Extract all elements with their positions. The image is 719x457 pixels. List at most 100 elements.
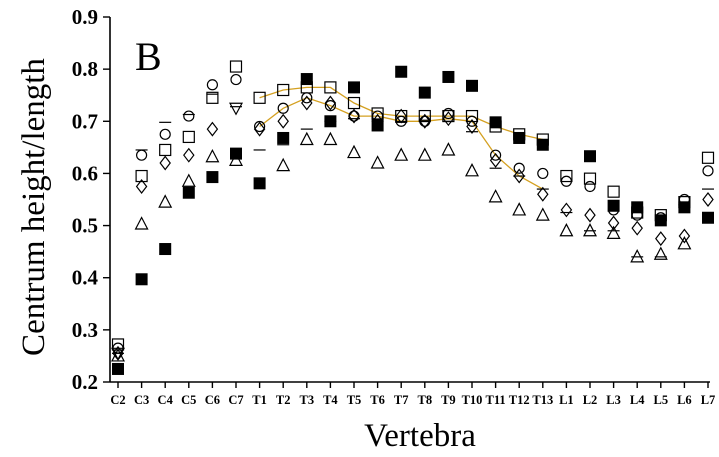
point-triangle xyxy=(630,249,645,263)
x-tick-label: T5 xyxy=(347,393,362,407)
y-tick-label: 0.8 xyxy=(72,57,98,81)
point-diamond xyxy=(159,155,171,171)
point-diamond xyxy=(702,192,714,207)
point-square-open xyxy=(206,91,219,104)
x-tick-label: T13 xyxy=(532,393,553,407)
point-square-filled xyxy=(489,116,502,129)
point-square-open xyxy=(654,209,667,222)
point-diamond xyxy=(183,147,195,163)
point-square-open xyxy=(536,133,549,146)
point-triangle xyxy=(181,173,196,187)
point-circle xyxy=(702,165,714,177)
point-diamond xyxy=(513,168,525,184)
x-tick-label: T4 xyxy=(323,393,338,407)
x-tick-label: C4 xyxy=(158,393,174,407)
point-square-filled xyxy=(159,243,172,256)
point-square-open xyxy=(583,172,597,185)
point-triangle xyxy=(583,222,597,237)
point-triangle xyxy=(299,131,314,146)
y-tick-label: 0.5 xyxy=(72,214,98,238)
point-circle xyxy=(537,167,549,180)
point-square-open xyxy=(324,81,337,94)
point-square-filled xyxy=(348,81,360,94)
point-square-filled xyxy=(418,86,431,99)
point-square-open xyxy=(182,130,195,144)
point-square-open xyxy=(253,91,266,104)
point-circle xyxy=(513,162,525,174)
point-circle xyxy=(631,209,643,221)
y-axis-title: Centrum height/length xyxy=(16,58,52,356)
x-axis-title: Vertebra xyxy=(364,418,476,454)
point-diamond xyxy=(206,121,219,137)
point-square-open xyxy=(701,151,715,164)
x-ticks: C2 C3 C4 C5 C6 C7 T1 T2 T3 T4 T5 T6 T7 T8 T9 T10 T11 T12 T… xyxy=(110,382,715,407)
x-tick-label: T1 xyxy=(252,393,267,407)
point-square-filled xyxy=(395,65,408,78)
point-inverted-triangle xyxy=(110,347,126,361)
point-square-open xyxy=(418,109,431,123)
point-square-open xyxy=(229,60,243,73)
point-diamond xyxy=(253,121,266,137)
point-square-open xyxy=(465,109,479,123)
x-tick-label: L1 xyxy=(559,393,574,407)
point-diamond xyxy=(348,108,360,124)
point-square-filled xyxy=(253,177,266,190)
point-circle xyxy=(584,180,596,193)
point-square-filled xyxy=(584,150,596,163)
point-circle xyxy=(466,115,478,127)
point-triangle xyxy=(205,148,220,163)
point-triangle xyxy=(276,157,291,172)
point-diamond xyxy=(324,95,337,111)
point-diamond xyxy=(301,95,313,111)
point-circle xyxy=(301,92,313,104)
point-triangle xyxy=(394,147,409,161)
x-tick-label: L2 xyxy=(583,393,598,407)
y-tick-label: 0.3 xyxy=(72,318,98,342)
point-diamond xyxy=(537,186,549,202)
point-triangle xyxy=(370,155,385,169)
point-triangle xyxy=(134,216,149,230)
x-tick-label: T11 xyxy=(486,393,506,407)
point-square-open xyxy=(159,143,172,157)
point-diamond xyxy=(277,113,289,129)
point-circle xyxy=(159,128,171,140)
x-tick-label: T6 xyxy=(370,393,385,407)
point-triangle xyxy=(677,236,692,250)
point-diamond xyxy=(135,178,148,194)
point-circle xyxy=(206,79,218,91)
point-diamond xyxy=(489,152,502,168)
point-square-filled xyxy=(112,362,124,375)
point-circle xyxy=(607,204,620,216)
point-triangle xyxy=(465,163,479,177)
point-triangle xyxy=(488,189,503,203)
point-triangle xyxy=(158,194,173,208)
point-square-filled xyxy=(277,131,290,144)
point-circle xyxy=(442,107,454,120)
x-tick-label: L6 xyxy=(677,393,692,407)
point-square-open xyxy=(371,107,384,120)
y-tick-label: 0.7 xyxy=(72,109,98,133)
point-circle xyxy=(655,212,667,224)
point-diamond xyxy=(419,113,431,129)
point-triangle xyxy=(347,144,361,159)
x-tick-label: T8 xyxy=(418,393,433,407)
point-square-filled xyxy=(702,211,714,224)
point-square-filled xyxy=(206,171,219,184)
x-tick-label: T3 xyxy=(300,393,315,407)
point-diamond xyxy=(655,231,667,247)
point-square-open xyxy=(560,169,573,183)
trend-line xyxy=(259,97,544,190)
x-tick-label: C2 xyxy=(110,393,125,407)
point-circle xyxy=(230,73,242,86)
point-triangle xyxy=(111,348,125,362)
point-circle xyxy=(490,149,502,161)
x-tick-label: T9 xyxy=(441,393,456,407)
x-tick-label: L4 xyxy=(630,393,645,407)
point-square-open xyxy=(678,196,691,209)
x-tick-label: T12 xyxy=(509,393,530,407)
y-ticks: 0.2 0.3 0.4 0.5 0.6 0.7 0.8 0.9 xyxy=(72,5,110,394)
point-square-filled xyxy=(135,273,148,286)
point-diamond xyxy=(442,111,455,127)
data-marks xyxy=(110,60,715,375)
point-diamond xyxy=(371,113,384,129)
